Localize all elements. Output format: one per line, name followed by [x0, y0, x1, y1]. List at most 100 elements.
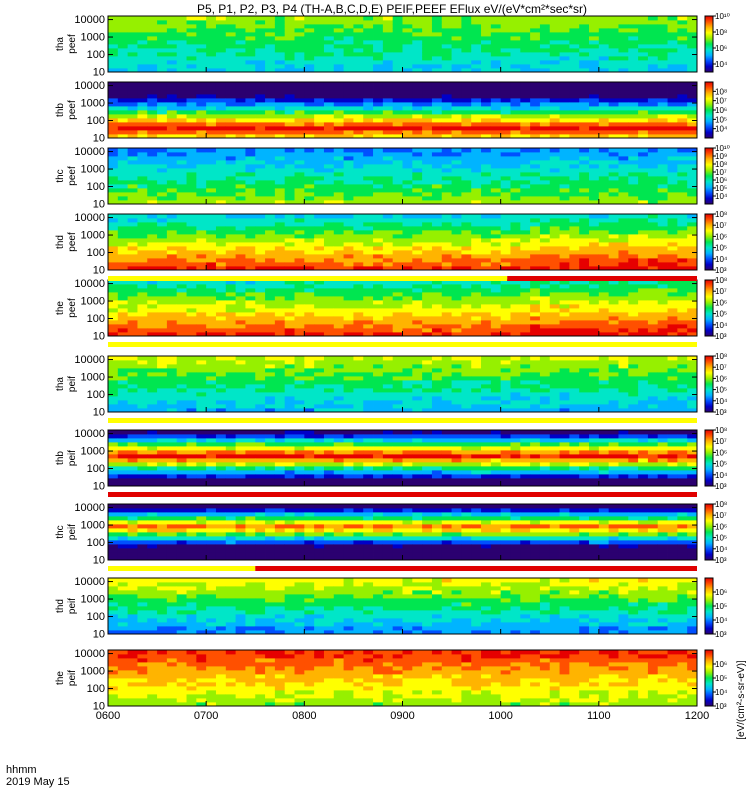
- heatmap-cell: [530, 250, 541, 255]
- heatmap-cell: [323, 246, 335, 251]
- heatmap-cell: [284, 102, 295, 107]
- heatmap-cell: [235, 242, 246, 247]
- heatmap-cell: [215, 384, 227, 389]
- heatmap-cell: [677, 40, 688, 45]
- heatmap-cell: [520, 48, 531, 53]
- heatmap-cell: [108, 82, 119, 87]
- heatmap-cell: [284, 234, 295, 239]
- heatmap-cell: [108, 118, 119, 123]
- heatmap-cell: [206, 16, 217, 21]
- heatmap-cell: [510, 380, 521, 385]
- heatmap-cell: [539, 320, 551, 325]
- heatmap-cell: [589, 292, 600, 297]
- heatmap-cell: [638, 68, 649, 73]
- heatmap-cell: [520, 262, 531, 267]
- colorbar-tick-label: 10⁵: [715, 184, 727, 193]
- heatmap-cell: [441, 312, 452, 317]
- heatmap-cell: [500, 312, 511, 317]
- heatmap-cell: [343, 400, 354, 405]
- heatmap-cell: [373, 20, 384, 25]
- heatmap-cell: [618, 114, 629, 119]
- heatmap-cell: [333, 296, 344, 301]
- heatmap-cell: [265, 226, 276, 231]
- heatmap-cell: [333, 36, 344, 41]
- heatmap-cell: [314, 122, 325, 127]
- heatmap-cell: [500, 60, 511, 65]
- heatmap-cell: [157, 230, 168, 235]
- heatmap-cell: [667, 226, 678, 231]
- heatmap-cell: [461, 246, 472, 251]
- heatmap-cell: [559, 20, 570, 25]
- heatmap-cell: [539, 36, 551, 41]
- heatmap-cell: [500, 122, 511, 127]
- heatmap-cell: [628, 324, 639, 329]
- heatmap-cell: [108, 280, 119, 285]
- heatmap-cell: [510, 48, 521, 53]
- heatmap-cell: [323, 234, 335, 239]
- heatmap-cell: [206, 102, 217, 107]
- heatmap-cell: [530, 292, 541, 297]
- heatmap-cell: [647, 226, 659, 231]
- heatmap-cell: [461, 152, 472, 157]
- heatmap-cell: [471, 218, 482, 223]
- heatmap-cell: [363, 118, 374, 123]
- heatmap-cell: [176, 106, 187, 111]
- heatmap-cell: [638, 48, 649, 53]
- heatmap-cell: [137, 16, 148, 21]
- heatmap-cell: [343, 176, 354, 181]
- heatmap-cell: [206, 188, 217, 193]
- heatmap-cell: [441, 372, 452, 377]
- heatmap-cell: [412, 262, 423, 267]
- heatmap-cell: [186, 230, 197, 235]
- heatmap-cell: [108, 114, 119, 119]
- heatmap-cell: [373, 90, 384, 95]
- heatmap-cell: [333, 188, 344, 193]
- heatmap-cell: [373, 328, 384, 333]
- heatmap-cell: [667, 172, 678, 177]
- heatmap-cell: [628, 234, 639, 239]
- heatmap-cell: [363, 392, 374, 397]
- heatmap-cell: [225, 64, 237, 69]
- heatmap-cell: [147, 126, 158, 131]
- heatmap-cell: [422, 284, 433, 289]
- heatmap-cell: [284, 164, 295, 169]
- heatmap-cell: [353, 296, 364, 301]
- heatmap-cell: [304, 300, 315, 305]
- heatmap-cell: [323, 288, 335, 293]
- heatmap-cell: [225, 48, 237, 53]
- colorbar-tick-label: 10⁴: [715, 255, 728, 264]
- heatmap-cell: [304, 134, 315, 139]
- heatmap-cell: [225, 200, 237, 205]
- heatmap-cell: [431, 28, 443, 33]
- heatmap-cell: [304, 176, 315, 181]
- heatmap-cell: [530, 64, 541, 69]
- heatmap-cell: [598, 246, 610, 251]
- heatmap-cell: [382, 68, 394, 73]
- heatmap-cell: [333, 114, 344, 119]
- heatmap-cell: [157, 258, 168, 263]
- heatmap-cell: [186, 368, 197, 373]
- heatmap-cell: [255, 246, 266, 251]
- heatmap-cell: [569, 262, 580, 267]
- heatmap-cell: [638, 152, 649, 157]
- heatmap-cell: [657, 188, 668, 193]
- heatmap-cell: [618, 98, 629, 103]
- heatmap-cell: [245, 226, 256, 231]
- heatmap-cell: [638, 312, 649, 317]
- heatmap-cell: [422, 110, 433, 115]
- heatmap-cell: [137, 48, 148, 53]
- heatmap-cell: [500, 40, 511, 45]
- heatmap-cell: [431, 40, 443, 45]
- heatmap-cell: [510, 368, 521, 373]
- heatmap-cell: [667, 106, 678, 111]
- heatmap-cell: [687, 238, 698, 243]
- heatmap-cell: [382, 82, 394, 87]
- heatmap-cell: [539, 90, 551, 95]
- heatmap-cell: [108, 250, 119, 255]
- heatmap-cell: [667, 94, 678, 99]
- heatmap-cell: [304, 94, 315, 99]
- heatmap-cell: [539, 300, 551, 305]
- heatmap-cell: [147, 404, 158, 409]
- heatmap-cell: [539, 152, 551, 157]
- heatmap-cell: [206, 40, 217, 45]
